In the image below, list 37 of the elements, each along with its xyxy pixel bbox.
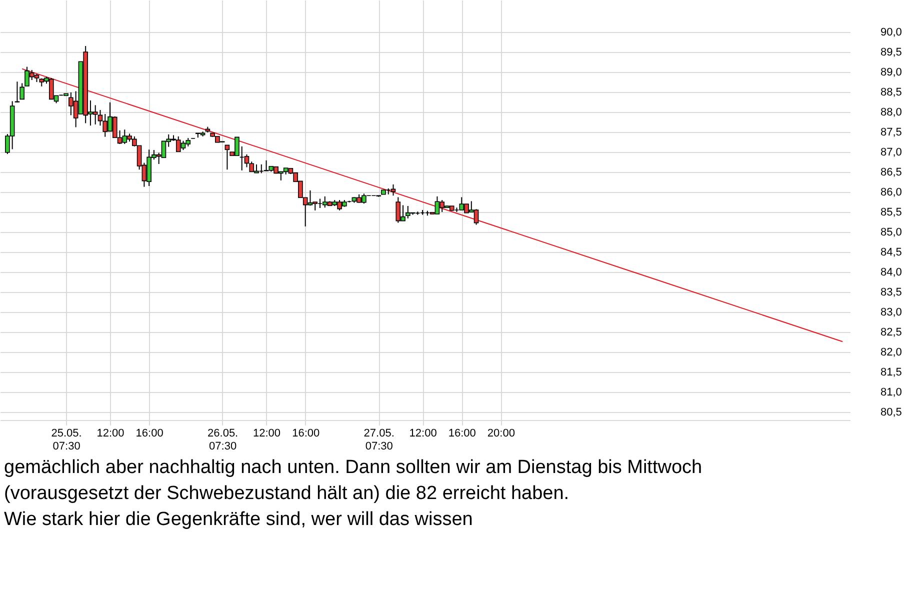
x-tick-label: 20:00 — [487, 428, 515, 440]
x-tick-label: 27.05. 07:30 — [364, 428, 394, 452]
y-tick-label: 80,5 — [880, 406, 902, 418]
y-tick-label: 81,0 — [880, 386, 902, 398]
y-tick-label: 82,5 — [880, 326, 902, 338]
y-tick-label: 85,0 — [880, 226, 902, 238]
candlestick — [14, 81, 20, 103]
x-tick-label: 16:00 — [448, 428, 476, 440]
candlestick — [98, 110, 103, 126]
x-tick-label: 16:00 — [292, 428, 320, 440]
y-tick-label: 89,5 — [880, 46, 902, 58]
candlestick — [390, 184, 396, 196]
y-tick-label: 88,0 — [880, 106, 902, 118]
y-tick-label: 83,5 — [880, 286, 902, 298]
x-tick-label: 12:00 — [253, 428, 281, 440]
candlestick — [20, 82, 24, 100]
y-tick-label: 86,5 — [880, 166, 902, 178]
y-tick-label: 89,0 — [880, 66, 902, 78]
y-tick-label: 90,0 — [880, 26, 902, 38]
y-tick-label: 87,0 — [880, 146, 902, 158]
y-tick-label: 86,0 — [880, 186, 902, 198]
text: Wie stark hier die Gegenkräfte sind, wer will das wissen — [4, 508, 474, 532]
x-tick-label: 12:00 — [409, 428, 437, 440]
x-tick-label: 12:00 — [96, 428, 124, 440]
y-tick-label: 88,5 — [880, 86, 902, 98]
y-tick-label: 84,5 — [880, 246, 902, 258]
x-tick-label: 25.05. 07:30 — [51, 428, 82, 452]
y-tick-label: 81,5 — [880, 366, 902, 378]
y-tick-label: 85,5 — [880, 206, 902, 218]
x-tick-label: 16:00 — [136, 428, 164, 440]
candlestick — [224, 144, 230, 170]
y-tick-label: 82,0 — [880, 346, 902, 358]
text: gemächlich aber nachhaltig nach unten. Dann sollten wir am Dienstag bis Mittwoch (vorausgesetzt der Schwebezustand hält an) die 82 erreicht haben. — [4, 456, 704, 506]
y-tick-label: 84,0 — [880, 266, 902, 278]
x-tick-label: 26.05. 07:30 — [208, 428, 238, 452]
y-tick-label: 83,0 — [880, 306, 902, 318]
y-tick-label: 87,5 — [880, 126, 902, 138]
